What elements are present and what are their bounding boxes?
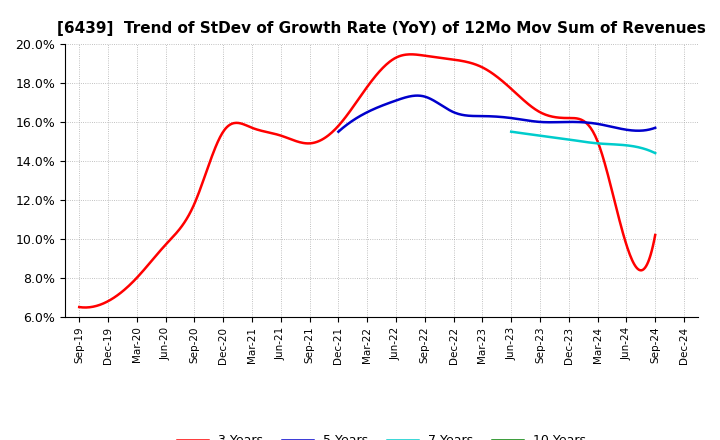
Line: 7 Years: 7 Years: [511, 132, 655, 153]
Legend: 3 Years, 5 Years, 7 Years, 10 Years: 3 Years, 5 Years, 7 Years, 10 Years: [172, 429, 591, 440]
5 Years: [644, 127, 652, 132]
Line: 3 Years: 3 Years: [79, 55, 655, 308]
5 Years: [334, 129, 343, 134]
5 Years: [413, 93, 421, 98]
5 Years: [523, 118, 532, 123]
7 Years: [593, 141, 601, 146]
7 Years: [585, 140, 593, 145]
7 Years: [575, 139, 584, 144]
3 Years: [406, 52, 415, 57]
5 Years: [651, 125, 660, 130]
5 Years: [487, 114, 496, 119]
3 Years: [387, 57, 396, 62]
Title: [6439]  Trend of StDev of Growth Rate (YoY) of 12Mo Mov Sum of Revenues: [6439] Trend of StDev of Growth Rate (Yo…: [57, 21, 706, 36]
5 Years: [506, 115, 515, 121]
3 Years: [651, 232, 660, 238]
7 Years: [507, 129, 516, 134]
5 Years: [485, 114, 494, 119]
7 Years: [651, 150, 660, 156]
Line: 5 Years: 5 Years: [338, 95, 655, 132]
3 Years: [353, 98, 361, 103]
3 Years: [639, 267, 648, 272]
7 Years: [576, 139, 585, 144]
5 Years: [595, 121, 603, 127]
3 Years: [549, 114, 558, 120]
7 Years: [647, 149, 656, 154]
3 Years: [81, 305, 89, 310]
3 Years: [75, 304, 84, 310]
3 Years: [350, 103, 359, 108]
7 Years: [625, 143, 634, 148]
3 Years: [420, 53, 428, 58]
